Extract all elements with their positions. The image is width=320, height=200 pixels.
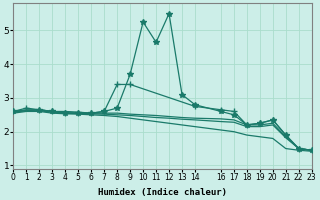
X-axis label: Humidex (Indice chaleur): Humidex (Indice chaleur) [98,188,227,197]
